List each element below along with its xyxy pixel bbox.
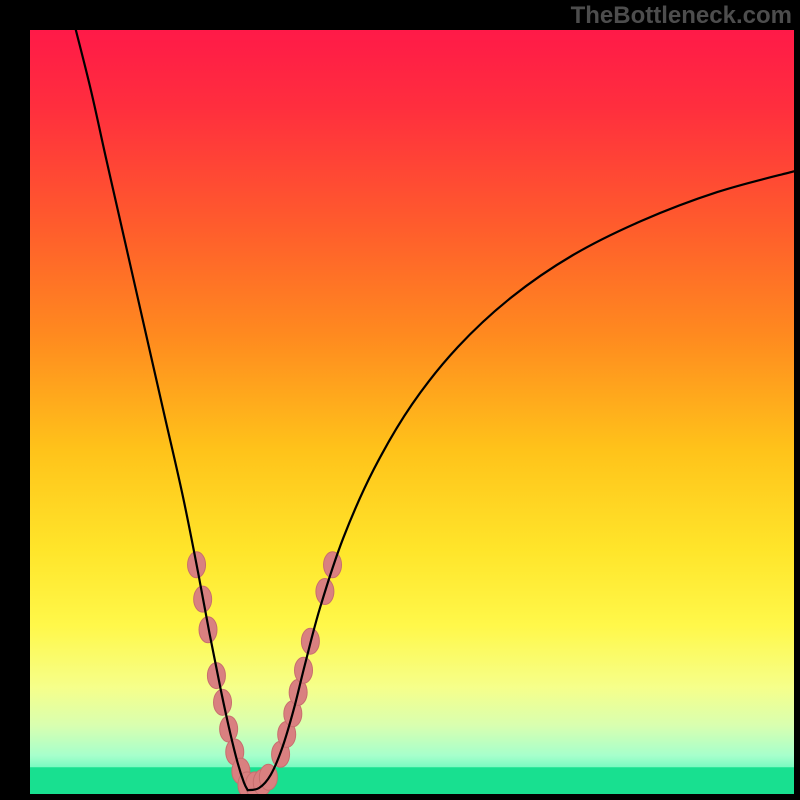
chart-svg <box>30 30 794 794</box>
outer-frame: TheBottleneck.com <box>0 0 800 800</box>
plot-area <box>30 30 794 794</box>
watermark-text: TheBottleneck.com <box>571 2 792 30</box>
